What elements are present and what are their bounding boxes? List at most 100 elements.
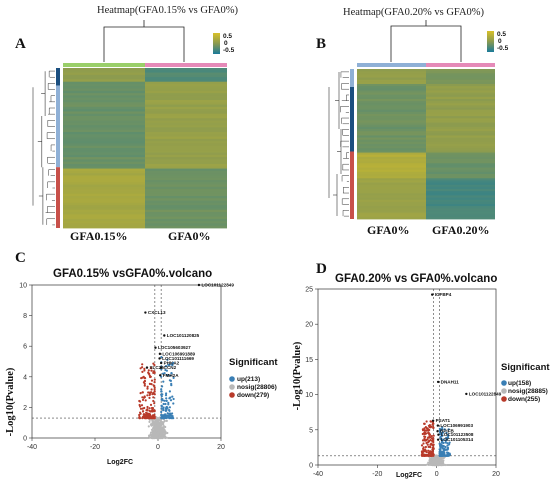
- volcano-d-ylabel: -Log10(Pvalue): [292, 341, 303, 410]
- point-down: [141, 417, 144, 420]
- point-up: [441, 439, 444, 442]
- point-down: [150, 383, 153, 386]
- heatmap-cell: [426, 195, 495, 198]
- heatmap-cell: [63, 104, 145, 108]
- y-tick-label: 20: [305, 322, 313, 329]
- heatmap-cell: [426, 133, 495, 136]
- point-up: [165, 397, 168, 400]
- heatmap-cell: [145, 93, 227, 96]
- volcano-c-legend-nosig: nosig(28806): [237, 384, 277, 391]
- heatmap-cell: [357, 129, 426, 132]
- labeled-gene-point: [159, 361, 163, 365]
- heatmap-cell: [426, 208, 495, 211]
- heatmap-a: Heatmap(GFA0.15% vs GFA0%) A 0.5 0 -0.5 …: [15, 5, 239, 243]
- heatmap-cell: [357, 206, 426, 209]
- point-down: [424, 432, 428, 435]
- heatmap-cell: [145, 196, 227, 199]
- heatmap-b: Heatmap(GFA0.20% vs GFA0%) B 0.5 0 -0.5 …: [316, 7, 509, 237]
- heatmap-cell: [63, 189, 145, 192]
- heatmap-cell: [145, 97, 227, 101]
- point-up: [168, 406, 171, 409]
- heatmap-a-title: Heatmap(GFA0.15% vs GFA0%): [97, 5, 239, 16]
- heatmap-cell: [357, 79, 426, 83]
- point-up: [160, 416, 163, 419]
- point-up: [161, 372, 165, 375]
- volcano-d: D GFA0.20% vs GFA0%.volcano -Log10(Pvalu…: [292, 261, 550, 479]
- labeled-gene-point: [436, 380, 440, 384]
- point-nosig: [157, 425, 160, 428]
- heatmap-cell: [426, 182, 495, 186]
- heatmap-cell: [357, 184, 426, 188]
- heatmap-cell: [426, 71, 495, 74]
- point-nosig: [154, 435, 157, 438]
- heatmap-cell: [63, 186, 145, 190]
- heatmap-cell: [357, 146, 426, 149]
- point-down: [429, 443, 432, 446]
- colorbar-b-tick-mid: 0: [498, 38, 502, 45]
- heatmap-cell: [357, 111, 426, 115]
- point-nosig: [150, 428, 154, 431]
- point-down: [153, 378, 156, 381]
- point-down: [425, 420, 428, 423]
- heatmap-cell: [357, 114, 426, 117]
- point-up: [164, 409, 167, 412]
- point-up: [446, 442, 449, 445]
- point-nosig: [150, 436, 154, 439]
- point-nosig: [148, 420, 151, 423]
- heatmap-cell: [63, 70, 145, 73]
- point-nosig: [429, 457, 432, 460]
- point-up: [170, 363, 173, 366]
- point-down: [141, 370, 144, 373]
- y-tick-label: 0: [23, 436, 27, 443]
- point-up: [160, 407, 163, 410]
- heatmap-cell: [357, 216, 426, 220]
- point-up: [165, 415, 168, 418]
- heatmap-cell: [63, 138, 145, 142]
- heatmap-cell: [357, 159, 426, 162]
- heatmap-cell: [426, 152, 495, 156]
- heatmap-cell: [426, 201, 495, 205]
- heatmap-cell: [357, 141, 426, 145]
- point-down: [146, 387, 149, 390]
- point-down: [148, 393, 151, 397]
- point-nosig: [166, 431, 169, 435]
- heatmap-cell: [63, 175, 145, 179]
- row-cluster-segment: [350, 69, 354, 87]
- heatmap-cell: [63, 214, 145, 217]
- point-up: [447, 434, 450, 437]
- point-down: [148, 372, 151, 375]
- heatmap-cell: [63, 106, 145, 110]
- heatmap-cell: [357, 73, 426, 76]
- volcano-c-title: GFA0.15% vsGFA0%.volcano: [53, 268, 212, 280]
- point-nosig: [165, 419, 168, 422]
- gene-label: LOC101123508: [441, 432, 474, 437]
- point-down: [432, 426, 435, 430]
- heatmap-cell: [63, 97, 145, 101]
- heatmap-cell: [357, 137, 426, 141]
- point-down: [139, 407, 143, 410]
- volcano-c-points: [138, 356, 175, 440]
- heatmap-cell: [357, 105, 426, 108]
- volcano-d-legend-title: Significant: [501, 362, 550, 373]
- heatmap-cell: [63, 116, 145, 119]
- heatmap-cell: [357, 96, 426, 100]
- point-down: [147, 369, 150, 372]
- point-nosig: [435, 463, 438, 466]
- gene-label: DNAH11: [441, 379, 460, 384]
- heatmap-cell: [357, 94, 426, 98]
- heatmap-cell: [145, 113, 227, 117]
- point-up: [162, 402, 165, 406]
- heatmap-cell: [426, 216, 495, 220]
- group-bar-right: [145, 63, 227, 67]
- plot-frame: [317, 288, 497, 466]
- point-up: [447, 428, 450, 431]
- point-up: [166, 407, 169, 410]
- point-nosig: [164, 425, 167, 429]
- y-tick-label: 5: [309, 427, 313, 434]
- point-down: [428, 435, 431, 438]
- heatmap-cell: [63, 216, 145, 220]
- heatmap-b-group-bar: [357, 63, 495, 67]
- labeled-gene-point: [431, 419, 435, 422]
- volcano-d-gene-labels: IGFBP4 DNAH11 LOC101122849 PSAT1LOC10699190…: [431, 292, 502, 442]
- heatmap-cell: [63, 72, 145, 76]
